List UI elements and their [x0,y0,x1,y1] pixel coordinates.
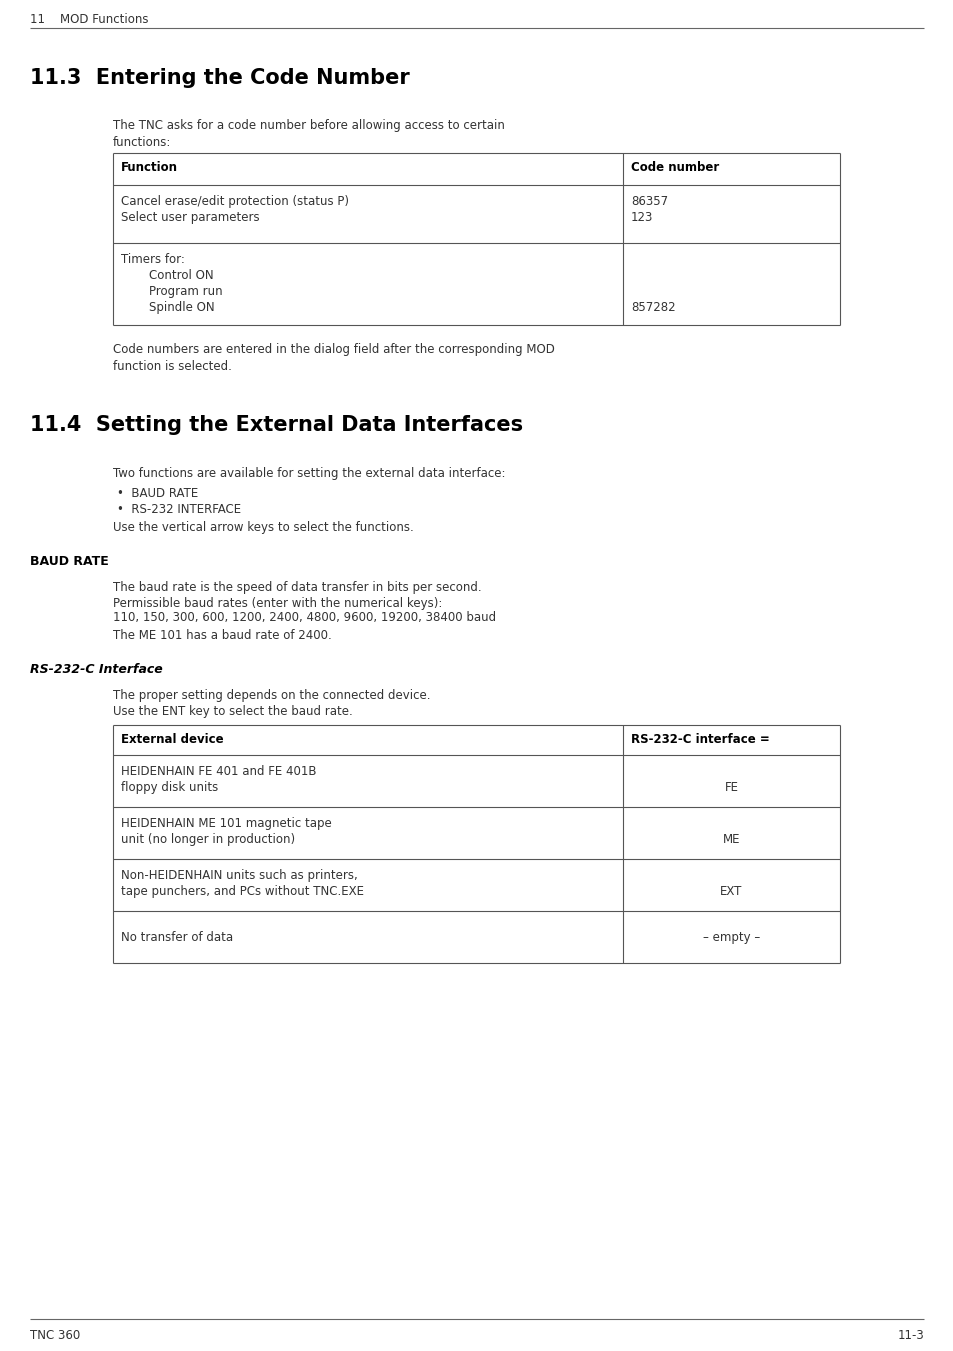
Text: Program run: Program run [149,285,222,299]
Text: 11-3: 11-3 [897,1329,923,1342]
Text: TNC 360: TNC 360 [30,1329,80,1342]
Text: Select user parameters: Select user parameters [121,211,259,224]
Text: RS-232-C interface =: RS-232-C interface = [630,734,769,746]
Text: Timers for:: Timers for: [121,253,185,266]
Text: Spindle ON: Spindle ON [149,301,214,313]
Text: HEIDENHAIN FE 401 and FE 401B: HEIDENHAIN FE 401 and FE 401B [121,765,316,778]
Text: Non-HEIDENHAIN units such as printers,: Non-HEIDENHAIN units such as printers, [121,869,357,882]
Text: 11    MOD Functions: 11 MOD Functions [30,14,149,26]
Text: tape punchers, and PCs without TNC.EXE: tape punchers, and PCs without TNC.EXE [121,885,364,898]
Text: 11.4  Setting the External Data Interfaces: 11.4 Setting the External Data Interface… [30,415,522,435]
Text: HEIDENHAIN ME 101 magnetic tape: HEIDENHAIN ME 101 magnetic tape [121,817,332,830]
Text: The proper setting depends on the connected device.: The proper setting depends on the connec… [112,689,430,703]
Text: RS-232-C Interface: RS-232-C Interface [30,663,163,676]
Text: BAUD RATE: BAUD RATE [30,555,109,567]
Text: No transfer of data: No transfer of data [121,931,233,944]
Text: Code number: Code number [630,161,719,174]
Text: Use the ENT key to select the baud rate.: Use the ENT key to select the baud rate. [112,705,353,717]
Text: 857282: 857282 [630,301,675,313]
Text: Control ON: Control ON [149,269,213,282]
Text: Use the vertical arrow keys to select the functions.: Use the vertical arrow keys to select th… [112,521,414,534]
Text: Permissible baud rates (enter with the numerical keys):: Permissible baud rates (enter with the n… [112,597,442,611]
Text: Two functions are available for setting the external data interface:: Two functions are available for setting … [112,467,505,480]
Text: Cancel erase/edit protection (status P): Cancel erase/edit protection (status P) [121,195,349,208]
Text: 110, 150, 300, 600, 1200, 2400, 4800, 9600, 19200, 38400 baud: 110, 150, 300, 600, 1200, 2400, 4800, 96… [112,611,496,624]
Text: unit (no longer in production): unit (no longer in production) [121,834,294,846]
Text: External device: External device [121,734,223,746]
Text: floppy disk units: floppy disk units [121,781,218,794]
Text: The baud rate is the speed of data transfer in bits per second.: The baud rate is the speed of data trans… [112,581,481,594]
Text: 123: 123 [630,211,653,224]
Text: The ME 101 has a baud rate of 2400.: The ME 101 has a baud rate of 2400. [112,630,332,642]
Text: Code numbers are entered in the dialog field after the corresponding MOD
functio: Code numbers are entered in the dialog f… [112,343,555,373]
Text: 86357: 86357 [630,195,667,208]
Text: ME: ME [722,834,740,846]
Text: – empty –: – empty – [702,931,760,944]
Text: •  RS-232 INTERFACE: • RS-232 INTERFACE [117,503,241,516]
Text: •  BAUD RATE: • BAUD RATE [117,486,198,500]
Text: EXT: EXT [720,885,741,898]
Text: FE: FE [723,781,738,794]
Text: The TNC asks for a code number before allowing access to certain
functions:: The TNC asks for a code number before al… [112,119,504,149]
Text: 11.3  Entering the Code Number: 11.3 Entering the Code Number [30,68,410,88]
Text: Function: Function [121,161,178,174]
